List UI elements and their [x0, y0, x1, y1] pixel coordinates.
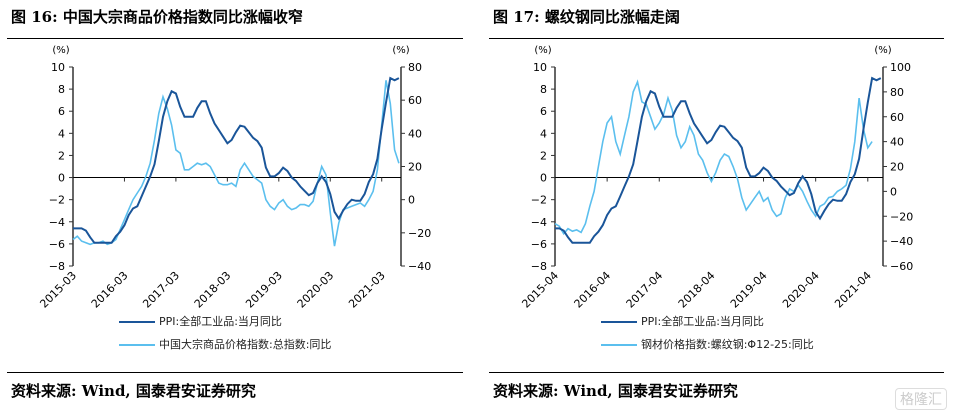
- line-chart: (%) (%)−8−6−4−20246810−60−40−200204060801…: [519, 45, 913, 311]
- x-tick-label: 2018-04: [676, 269, 718, 311]
- left-tick-label: 4: [540, 127, 547, 140]
- right-tick-label: 0: [408, 194, 415, 207]
- left-tick-label: −6: [49, 238, 65, 251]
- right-tick-label: 60: [890, 111, 904, 124]
- chart-panel-16: 图 16: 中国大宗商品价格指数同比涨幅收窄 (%) (%) −8 −6 −4 −2 0 2 4…: [7, 0, 465, 417]
- left-tick-label: −4: [49, 216, 65, 229]
- x-tick-label: 2018-03: [192, 269, 234, 311]
- legend-item: 钢材价格指数:螺纹钢:Φ12-25:同比: [601, 336, 814, 352]
- right-tick-label: −60: [890, 260, 913, 273]
- left-axis-unit: (%): [534, 45, 551, 56]
- left-tick-label: −6: [531, 238, 547, 251]
- left-tick-label: 10: [533, 61, 547, 74]
- right-tick-label: 60: [408, 94, 422, 107]
- right-axis-unit: (%): [874, 45, 891, 56]
- line-chart: (%) (%)−8−6−4−20246810−40−200204060802015…: [37, 45, 431, 311]
- right-tick-label: 40: [890, 136, 904, 149]
- right-tick-label: 100: [890, 61, 911, 74]
- left-tick-label: −8: [49, 260, 65, 273]
- footer-divider: [489, 372, 944, 373]
- title-divider: [489, 38, 944, 39]
- left-tick-label: 2: [540, 149, 547, 162]
- x-tick-label: 2019-04: [728, 269, 770, 311]
- series-line-right: [72, 80, 400, 247]
- x-tick-label: 2016-04: [572, 269, 614, 311]
- x-tick-label: 2021-03: [346, 269, 388, 311]
- x-tick-label: 2015-03: [37, 269, 79, 311]
- left-tick-label: −4: [531, 216, 547, 229]
- left-tick-label: −2: [49, 194, 65, 207]
- right-tick-label: −40: [890, 235, 913, 248]
- x-tick-label: 2020-03: [295, 269, 337, 311]
- legend-label: 钢材价格指数:螺纹钢:Φ12-25:同比: [641, 338, 814, 351]
- source-note: 资料来源: Wind, 国泰君安证券研究: [11, 382, 256, 400]
- left-tick-label: −8: [531, 260, 547, 273]
- x-tick-label: 2020-04: [780, 269, 822, 311]
- legend-item: PPI:全部工业品:当月同比: [119, 313, 282, 329]
- series-line-left: [73, 76, 400, 244]
- right-tick-label: 40: [408, 127, 422, 140]
- chart-title: 图 17: 螺纹钢同比涨幅走阔: [493, 8, 680, 26]
- legend-label: 中国大宗商品价格指数:总指数:同比: [159, 338, 332, 351]
- source-note: 资料来源: Wind, 国泰君安证券研究: [493, 382, 738, 400]
- right-tick-label: 80: [890, 86, 904, 99]
- legend-label: PPI:全部工业品:当月同比: [641, 315, 764, 328]
- chart-title: 图 16: 中国大宗商品价格指数同比涨幅收窄: [11, 8, 303, 26]
- x-tick-label: 2016-03: [89, 269, 131, 311]
- watermark-logo: 格隆汇: [895, 388, 947, 410]
- right-tick-label: −20: [890, 210, 913, 223]
- legend-item: PPI:全部工业品:当月同比: [601, 313, 764, 329]
- x-tick-label: 2015-04: [519, 269, 561, 311]
- right-tick-label: −40: [408, 260, 431, 273]
- left-tick-label: 10: [51, 61, 65, 74]
- left-tick-label: 0: [58, 172, 65, 185]
- series-line-right: [554, 79, 873, 236]
- x-tick-label: 2017-04: [624, 269, 666, 311]
- left-tick-label: 6: [540, 105, 547, 118]
- right-tick-label: −20: [408, 227, 431, 240]
- left-tick-label: 6: [58, 105, 65, 118]
- left-tick-label: 4: [58, 127, 65, 140]
- right-tick-label: 0: [890, 185, 897, 198]
- chart-panel-17: 图 17: 螺纹钢同比涨幅走阔 (%) (%) −8 −6 −4 −2 0 2 4 6 8 10 −60…: [489, 0, 955, 417]
- x-tick-label: 2021-04: [832, 269, 874, 311]
- legend-item: 中国大宗商品价格指数:总指数:同比: [119, 336, 331, 352]
- right-tick-label: 20: [408, 161, 422, 174]
- footer-divider: [7, 372, 463, 373]
- left-axis-unit: (%): [52, 45, 69, 56]
- left-tick-label: 8: [540, 83, 547, 96]
- title-divider: [7, 38, 463, 39]
- right-tick-label: 20: [890, 161, 904, 174]
- left-tick-label: 2: [58, 149, 65, 162]
- x-tick-label: 2019-03: [243, 269, 285, 311]
- right-axis-unit: (%): [392, 45, 409, 56]
- left-tick-label: 8: [58, 83, 65, 96]
- legend-label: PPI:全部工业品:当月同比: [159, 315, 282, 328]
- series-line-left: [555, 76, 882, 244]
- right-tick-label: 80: [408, 61, 422, 74]
- left-tick-label: 0: [540, 172, 547, 185]
- x-tick-label: 2017-03: [140, 269, 182, 311]
- left-tick-label: −2: [531, 194, 547, 207]
